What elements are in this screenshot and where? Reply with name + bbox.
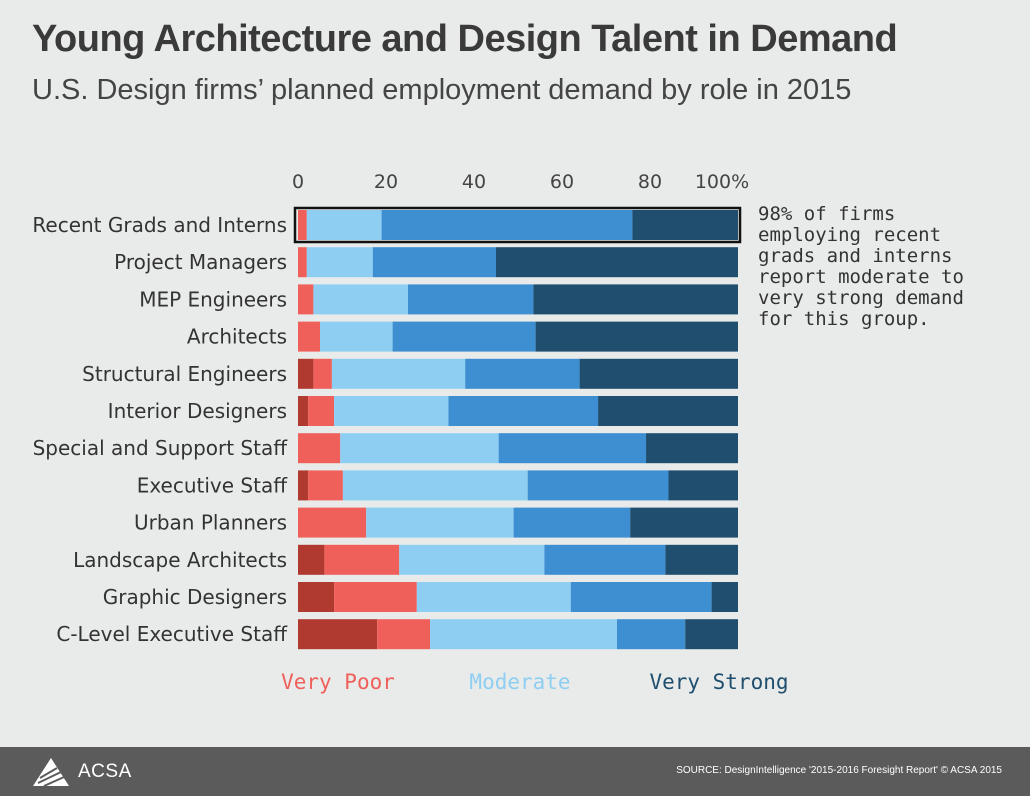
bar-segment bbox=[320, 321, 393, 352]
category-label: Interior Designers bbox=[108, 399, 287, 423]
chart-subtitle: U.S. Design firms’ planned employment de… bbox=[32, 74, 852, 106]
bar-segment bbox=[298, 544, 325, 575]
bar-segment bbox=[342, 470, 528, 501]
bar-segment bbox=[298, 321, 320, 352]
bar-segment bbox=[313, 284, 408, 315]
bar-segment bbox=[617, 619, 686, 650]
bar-segment bbox=[416, 582, 571, 612]
category-label: Special and Support Staff bbox=[33, 436, 289, 460]
bar-segment bbox=[570, 582, 712, 612]
bar-segment bbox=[513, 507, 631, 538]
bar-segment bbox=[377, 619, 430, 650]
highlight-box bbox=[293, 206, 742, 244]
bar-segment bbox=[331, 358, 466, 389]
footer-bar: ACSA SOURCE: DesignIntelligence '2015-20… bbox=[0, 747, 1030, 796]
acsa-logo-icon bbox=[33, 758, 69, 787]
category-label: Architects bbox=[187, 325, 287, 349]
bar-segment bbox=[711, 582, 738, 612]
category-label: Project Managers bbox=[114, 250, 287, 274]
x-tick-label: 20 bbox=[374, 171, 398, 193]
bar-segment bbox=[535, 321, 738, 352]
bar-segment bbox=[430, 619, 617, 650]
bar-segment bbox=[372, 247, 496, 278]
bar-segment bbox=[498, 433, 647, 464]
logo-text: ACSA bbox=[78, 761, 132, 782]
bar-segment bbox=[306, 210, 382, 240]
bar-segment bbox=[496, 247, 738, 278]
x-tick-label: 80 bbox=[638, 171, 662, 193]
category-label: C-Level Executive Staff bbox=[56, 622, 288, 646]
x-tick-label: 60 bbox=[550, 171, 574, 193]
bar-segment bbox=[298, 284, 314, 315]
category-label: Recent Grads and Interns bbox=[32, 213, 287, 237]
legend-label: Very Poor bbox=[281, 670, 395, 694]
category-label: Urban Planners bbox=[134, 511, 287, 535]
bar-segment bbox=[306, 247, 373, 278]
bar-segment bbox=[308, 396, 335, 426]
chart-title: Young Architecture and Design Talent in … bbox=[32, 18, 898, 60]
bar-segment bbox=[598, 396, 738, 426]
bar-segment bbox=[313, 358, 332, 389]
bar-segment bbox=[630, 507, 738, 538]
legend-label: Very Strong bbox=[649, 670, 788, 694]
bar-segment bbox=[324, 544, 400, 575]
bar-segment bbox=[298, 247, 307, 278]
bar-segment bbox=[298, 210, 307, 240]
category-label: MEP Engineers bbox=[139, 287, 287, 311]
annotation-text: 98% of firms employing recent grads and … bbox=[758, 203, 964, 330]
legend-label: Moderate bbox=[469, 670, 570, 694]
x-tick-label: 40 bbox=[462, 171, 486, 193]
category-label: Executive Staff bbox=[137, 473, 289, 497]
bar-segment bbox=[448, 396, 599, 426]
bar-segment bbox=[366, 507, 514, 538]
bar-segment bbox=[308, 470, 343, 501]
bar-segment bbox=[646, 433, 738, 464]
bar-segment bbox=[685, 619, 738, 650]
bar-segment bbox=[381, 210, 633, 240]
bar-segment bbox=[298, 507, 367, 538]
x-tick-label: 100% bbox=[695, 171, 749, 193]
stacked-bar-chart: 0 20 40 60 80 100% Recent Grads and Interns Pro… bbox=[32, 171, 788, 694]
source-note: SOURCE: DesignIntelligence '2015-2016 Fo… bbox=[676, 765, 1002, 776]
bar-segment bbox=[298, 396, 309, 426]
bar-segment bbox=[527, 470, 669, 501]
bar-segment bbox=[408, 284, 534, 315]
bar-segment bbox=[533, 284, 738, 315]
category-label: Structural Engineers bbox=[82, 362, 287, 386]
bar-segment bbox=[298, 358, 314, 389]
bar-segment bbox=[334, 582, 417, 612]
bar-segment bbox=[298, 433, 341, 464]
category-label: Landscape Architects bbox=[73, 548, 287, 572]
bar-segment bbox=[665, 544, 738, 575]
bar-segment bbox=[668, 470, 738, 501]
bar-segment bbox=[465, 358, 580, 389]
bar-segment bbox=[392, 321, 536, 352]
bar-segment bbox=[632, 210, 738, 240]
category-label: Graphic Designers bbox=[103, 585, 287, 609]
x-tick-label: 0 bbox=[292, 171, 304, 193]
bar-segment bbox=[334, 396, 449, 426]
bar-segment bbox=[544, 544, 666, 575]
bar-segment bbox=[399, 544, 545, 575]
bar-segment bbox=[579, 358, 738, 389]
bar-segment bbox=[298, 582, 335, 612]
bar-segment bbox=[298, 619, 378, 650]
bar-segment bbox=[298, 470, 309, 501]
bar-segment bbox=[340, 433, 499, 464]
